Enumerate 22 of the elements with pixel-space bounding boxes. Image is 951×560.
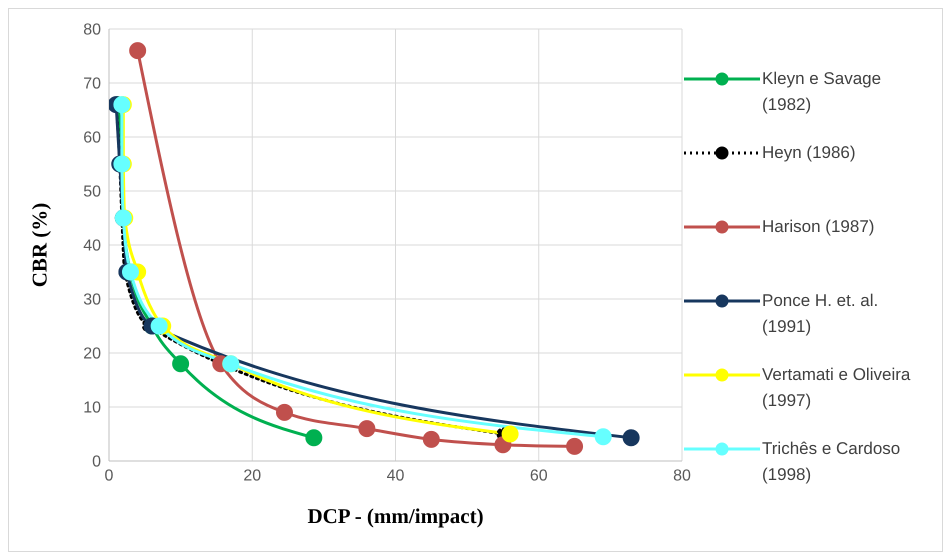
y-tick-label: 40 [83, 238, 102, 255]
y-axis-title: CBR (%) [27, 202, 52, 288]
y-tick-label: 10 [83, 400, 102, 417]
x-tick-label: 20 [243, 467, 262, 484]
x-tick-label: 40 [386, 467, 404, 484]
x-tick-label: 0 [104, 467, 114, 484]
x-tick-label: 60 [530, 467, 548, 484]
legend-label: Kleyn e Savage (1982) [762, 68, 882, 116]
y-tick-label: 60 [83, 130, 102, 147]
y-tick-label: 80 [83, 22, 102, 39]
x-axis-title: DCP - (mm/impact) [307, 504, 484, 528]
y-tick-label: 70 [83, 76, 102, 93]
legend-label: Trichês e Cardoso (1998) [762, 438, 902, 486]
x-tick-label: 80 [673, 467, 691, 484]
legend-label: Harison (1987) [762, 216, 874, 238]
y-tick-label: 50 [83, 184, 102, 201]
y-tick-label: 0 [92, 454, 102, 471]
legend-label: Vertamati e Oliveira (1997) [762, 364, 912, 412]
y-tick-label: 20 [83, 346, 102, 363]
legend-label: Heyn (1986) [762, 142, 856, 164]
y-tick-label: 30 [83, 292, 102, 309]
legend-label: Ponce H. et. al. (1991) [762, 290, 880, 338]
